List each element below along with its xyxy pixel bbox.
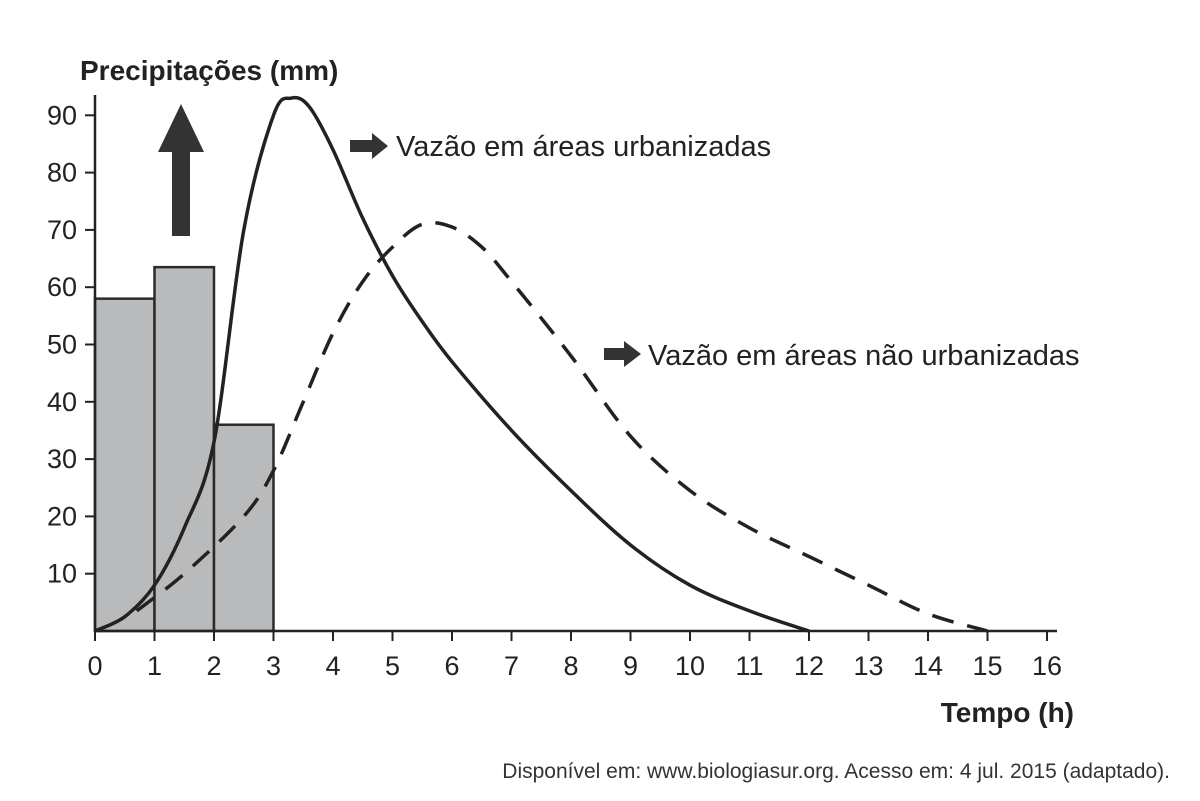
series-line-urban: [94, 95, 810, 633]
y-tick-label: 10: [47, 559, 77, 589]
x-tick-label: 7: [504, 651, 519, 681]
y-tick-label: 20: [47, 501, 77, 531]
x-tick-label: 5: [385, 651, 400, 681]
x-tick-label: 2: [206, 651, 221, 681]
series-line-non-urban: [135, 220, 988, 633]
up-arrow-icon: [158, 104, 204, 236]
arrow-right-icon: [604, 341, 641, 367]
x-tick-label: 13: [853, 651, 883, 681]
arrow-right-icon: [350, 133, 388, 159]
source-note: Disponível em: www.biologiasur.org. Aces…: [502, 760, 1170, 783]
x-tick-label: 9: [623, 651, 638, 681]
y-tick-label: 40: [47, 387, 77, 417]
flow-curves: [94, 95, 988, 633]
axes: [85, 95, 1057, 641]
y-axis-title: Precipitações (mm): [80, 55, 338, 86]
y-tick-label: 50: [47, 330, 77, 360]
x-tick-label: 12: [794, 651, 824, 681]
x-axis-title: Tempo (h): [941, 697, 1074, 728]
x-tick-label: 6: [444, 651, 459, 681]
x-tick-label: 3: [266, 651, 281, 681]
y-tick-label: 60: [47, 272, 77, 302]
x-tick-labels: 0 1 2 3 4 5 6 7 8 9 10 11 12 13 14 15 16: [87, 651, 1062, 681]
x-tick-label: 11: [735, 651, 763, 681]
y-tick-label: 80: [47, 158, 77, 188]
annotation-urban: Vazão em áreas urbanizadas: [396, 131, 771, 163]
precipitation-bars: [93, 265, 275, 633]
y-tick-label: 30: [47, 444, 77, 474]
annotation-non-urban: Vazão em áreas não urbanizadas: [648, 340, 1080, 372]
y-tick-label: 90: [47, 100, 77, 130]
bar-2: [212, 423, 275, 633]
x-tick-label: 14: [913, 651, 943, 681]
x-tick-label: 16: [1032, 651, 1062, 681]
x-tick-label: 8: [563, 651, 578, 681]
bar-1: [153, 265, 216, 633]
bar-0: [93, 297, 156, 633]
x-tick-label: 0: [87, 651, 102, 681]
x-tick-label: 15: [972, 651, 1002, 681]
x-tick-label: 10: [675, 651, 705, 681]
y-tick-labels: 10 20 30 40 50 60 70 80 90: [47, 100, 77, 588]
y-tick-label: 70: [47, 215, 77, 245]
x-tick-label: 1: [147, 651, 162, 681]
x-tick-label: 4: [325, 651, 340, 681]
